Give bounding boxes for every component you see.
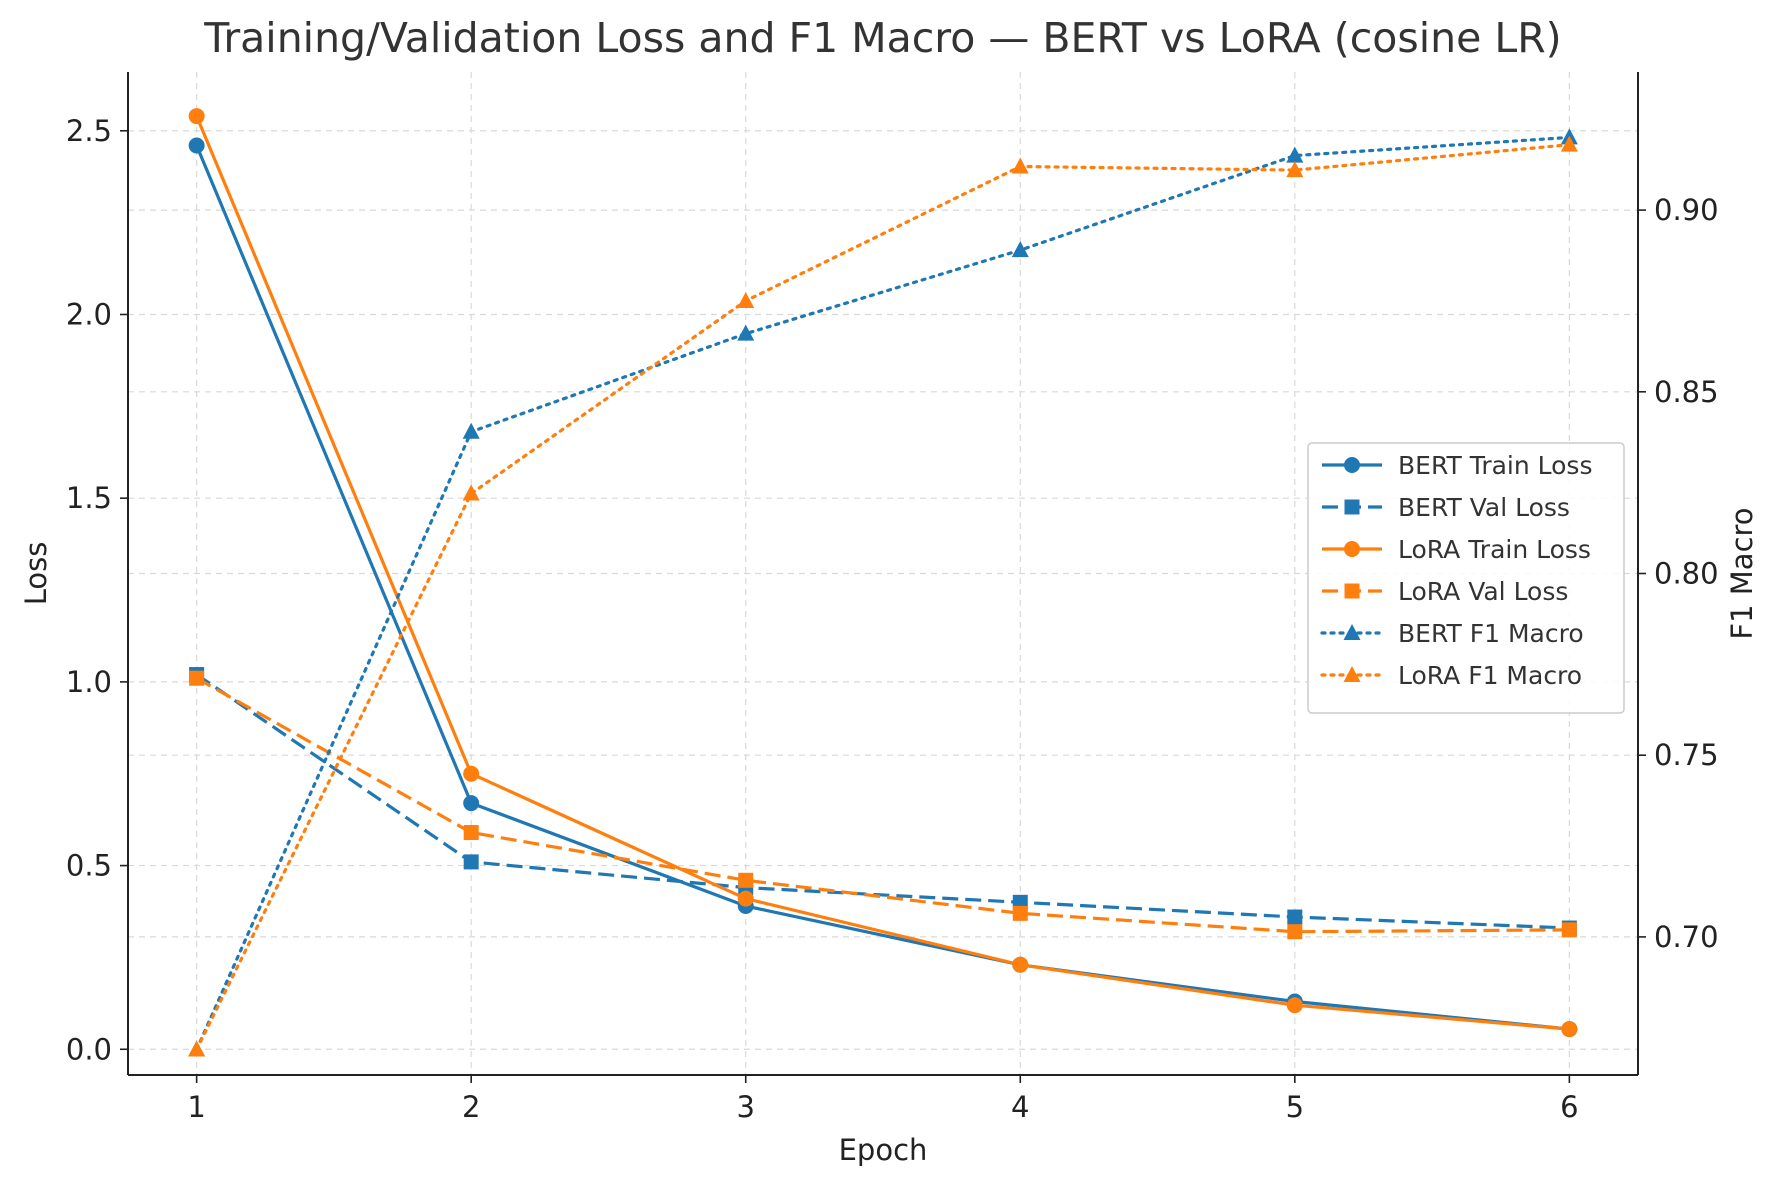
y-tick-label: 2.5 [66,114,112,148]
series-line [195,115,1570,1031]
x-tick-label: 3 [737,1090,755,1124]
y-tick-label: 0.0 [66,1032,112,1066]
data-point [463,825,479,841]
series-lora-val-loss [189,670,1577,940]
legend-entry: BERT F1 Macro [1320,619,1584,648]
legend-marker-swatch [1344,541,1360,557]
legend-entry: LoRA Val Loss [1322,577,1568,606]
data-point [463,765,480,782]
y2-tick-label: 0.85 [1654,375,1719,409]
data-point [188,137,205,154]
series-line [195,143,1571,1052]
y2-tick-label: 0.70 [1654,920,1719,954]
data-point [189,670,205,686]
legend-entry: LoRA F1 Macro [1320,661,1582,690]
data-point [737,890,754,907]
data-point [1011,241,1029,258]
data-point [188,108,205,125]
legend-marker-swatch [1344,457,1360,473]
data-point [738,872,754,888]
x-tick-label: 6 [1560,1090,1578,1124]
legend-label: BERT Val Loss [1398,493,1570,522]
ticks: 1 2 3 4 5 6 0.0 0.5 1.0 1.5 2.0 2.5 0.70 0.75 0.80 0.85… [66,114,1719,1124]
data-point [1560,135,1578,152]
legend-entry: BERT Val Loss [1322,493,1570,522]
legend-entry: BERT Train Loss [1322,451,1592,480]
legend-label: LoRA Val Loss [1398,577,1568,606]
series-line [195,135,1571,1052]
data-point [737,324,755,341]
y2-tick-label: 0.75 [1654,738,1719,772]
y2-axis-label: F1 Macro [1725,507,1759,639]
data-point [1011,157,1029,174]
data-point [737,291,755,308]
legend-marker-swatch [1343,666,1361,682]
series-line [195,673,1570,930]
data-point [462,484,480,501]
legend-entry: LoRA Train Loss [1322,535,1591,564]
data-point [1286,146,1304,163]
data-point [1561,1021,1578,1038]
y-axis-label: Loss [19,542,53,606]
x-tick-label: 4 [1011,1090,1029,1124]
data-point [188,1040,206,1057]
series-line [195,676,1570,934]
x-tick-label: 1 [187,1090,205,1124]
data-point [1287,909,1303,925]
series-layer [188,108,1578,1057]
data-point [1286,997,1303,1014]
legend: BERT Train Loss BERT Val Loss LoRA Train L… [1307,442,1625,714]
series-line [195,144,1570,1031]
data-point [1012,905,1028,921]
y-tick-label: 1.0 [66,665,112,699]
legend-marker-swatch [1344,583,1360,599]
chart-title: Training/Validation Loss and F1 Macro — … [203,14,1561,62]
x-tick-label: 5 [1286,1090,1304,1124]
y-tick-label: 2.0 [66,297,112,331]
legend-label: LoRA F1 Macro [1398,661,1582,690]
y2-tick-label: 0.90 [1654,193,1719,227]
legend-marker-swatch [1344,499,1360,515]
y-tick-label: 0.5 [66,849,112,883]
legend-marker-swatch [1343,624,1361,640]
data-point [1561,922,1577,938]
data-point [1286,161,1304,178]
x-axis-label: Epoch [839,1133,928,1167]
legend-box [1307,442,1625,714]
legend-label: LoRA Train Loss [1398,535,1591,564]
legend-label: BERT Train Loss [1398,451,1592,480]
data-point [1287,924,1303,940]
y2-tick-label: 0.80 [1654,557,1719,591]
y-tick-label: 1.5 [66,481,112,515]
data-point [463,854,479,870]
data-point [463,795,480,812]
data-point [462,422,480,439]
data-point [1012,956,1029,973]
series-lora-f1-macro [188,135,1578,1057]
legend-items: BERT Train Loss BERT Val Loss LoRA Train L… [1320,451,1592,690]
series-lora-train-loss [188,108,1578,1038]
x-tick-label: 2 [462,1090,480,1124]
legend-label: BERT F1 Macro [1398,619,1584,648]
